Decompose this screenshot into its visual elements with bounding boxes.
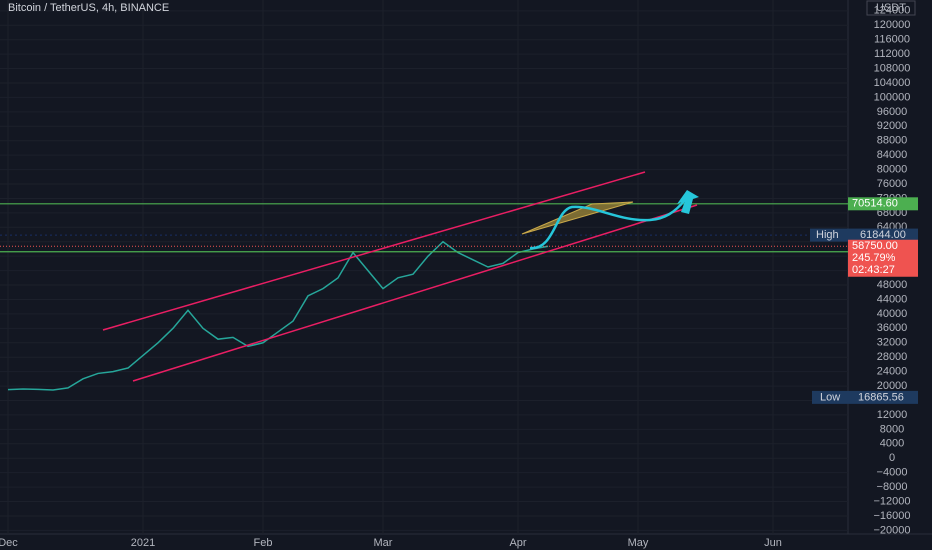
y-tick-label: 24000 xyxy=(877,366,908,378)
y-tick-label: 120000 xyxy=(874,19,911,31)
low-box xyxy=(812,390,918,404)
y-tick-label: −8000 xyxy=(877,481,908,493)
y-tick-label: 100000 xyxy=(874,91,911,103)
x-tick-label: Feb xyxy=(254,537,273,549)
y-tick-label: −4000 xyxy=(877,467,908,479)
y-tick-label: 92000 xyxy=(877,120,908,132)
y-tick-label: 8000 xyxy=(880,423,904,435)
y-tick-label: 112000 xyxy=(874,48,910,60)
x-tick-label: 2021 xyxy=(131,537,155,549)
y-tick-label: 116000 xyxy=(874,34,910,46)
y-tick-label: 28000 xyxy=(877,351,908,363)
y-tick-label: 124000 xyxy=(874,5,911,17)
y-tick-label: 0 xyxy=(889,452,895,464)
grid xyxy=(0,0,848,534)
y-tick-label: 80000 xyxy=(877,163,908,175)
y-tick-label: 108000 xyxy=(874,62,911,74)
x-tick-label: Mar xyxy=(374,537,393,549)
y-tick-label: 4000 xyxy=(880,438,904,450)
channel-upper xyxy=(102,171,646,331)
last-price: 58750.00 xyxy=(852,240,898,252)
y-tick-label: 96000 xyxy=(877,106,908,118)
countdown: 02:43:27 xyxy=(852,264,895,276)
last-change: 245.79% xyxy=(852,252,896,264)
currency: USDT xyxy=(876,2,906,14)
y-tick-label: 44000 xyxy=(877,293,908,305)
high-box xyxy=(810,228,918,242)
y-tick-label: 84000 xyxy=(877,149,908,161)
y-tick-label: 32000 xyxy=(877,337,908,349)
level-label: 70514.60 xyxy=(852,198,898,210)
last-box xyxy=(848,239,918,277)
projection-path xyxy=(529,199,686,250)
y-tick-label: 48000 xyxy=(877,279,908,291)
price-line xyxy=(7,240,549,391)
y-tick-label: 104000 xyxy=(874,77,911,89)
x-tick-label: Dec xyxy=(0,537,18,549)
low-label: Low xyxy=(820,391,840,403)
labels: −20000 −16000 −12000 −8000 −4000 0 4000 8000 120… xyxy=(0,5,918,549)
level-label-box xyxy=(848,197,918,211)
y-tick-label: 88000 xyxy=(877,135,908,147)
x-tick-label: May xyxy=(628,537,649,549)
y-tick-label: 20000 xyxy=(877,380,908,392)
projection-arrow xyxy=(677,190,699,214)
y-tick-label: −16000 xyxy=(873,510,910,522)
y-tick-label: 12000 xyxy=(877,409,908,421)
marks xyxy=(0,203,848,391)
triangle xyxy=(521,201,634,235)
channel-lower xyxy=(132,204,698,382)
x-tick-label: Jun xyxy=(764,537,782,549)
symbol-title: Bitcoin / TetherUS, 4h, BINANCE xyxy=(8,2,169,14)
y-tick-label: 36000 xyxy=(877,322,908,334)
x-tick-label: Apr xyxy=(509,537,526,549)
y-tick-label: 40000 xyxy=(877,308,908,320)
currency-box xyxy=(866,0,916,16)
y-tick-label: −12000 xyxy=(873,495,910,507)
high-label: High xyxy=(816,229,839,241)
high-value: 61844.00 xyxy=(860,229,906,241)
low-value: 16865.56 xyxy=(858,391,904,403)
y-tick-label: 76000 xyxy=(877,178,908,190)
y-tick-label: −20000 xyxy=(873,524,910,536)
